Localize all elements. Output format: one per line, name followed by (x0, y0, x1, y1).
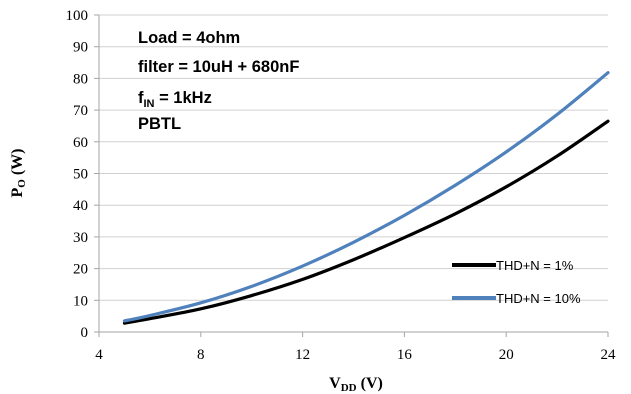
y-tick-label-50: 50 (73, 167, 88, 183)
x-tick-label-24: 24 (601, 347, 617, 363)
grid-lines (99, 14, 608, 333)
x-tick-label-20: 20 (499, 347, 514, 363)
axes (94, 14, 609, 337)
series-line-thd-1pct (122, 119, 610, 325)
annotation-frequency: fIN = 1kHz (138, 89, 212, 110)
annotation-pbtl: PBTL (138, 115, 181, 133)
x-axis-title: VDD (V) (329, 375, 383, 394)
y-tick-label-30: 30 (73, 230, 88, 246)
y-tick-label-0: 0 (81, 325, 89, 341)
x-tick-label-8: 8 (197, 347, 205, 363)
legend-label-1pct: THD+N = 1% (496, 258, 574, 273)
series-lines (122, 71, 610, 325)
x-tick-label-12: 12 (295, 347, 310, 363)
annotation-filter: filter = 10uH + 680nF (138, 58, 299, 76)
y-tick-label-10: 10 (73, 293, 88, 309)
y-tick-label-60: 60 (73, 135, 88, 151)
annotation-block: Load = 4ohm filter = 10uH + 680nF fIN = … (138, 29, 299, 133)
y-tick-label-100: 100 (66, 8, 89, 24)
y-tick-label-20: 20 (73, 262, 88, 278)
y-tick-label-80: 80 (73, 71, 88, 87)
y-tick-label-90: 90 (73, 40, 88, 56)
tick-labels: 0 10 20 30 40 50 60 70 80 90 100 4 8 12 16 20 24 (66, 8, 617, 363)
x-tick-label-16: 16 (397, 347, 413, 363)
y-tick-label-40: 40 (73, 198, 88, 214)
annotation-load: Load = 4ohm (138, 29, 240, 47)
y-tick-label-70: 70 (73, 103, 88, 119)
legend: THD+N = 1% THD+N = 10% (452, 258, 581, 306)
x-tick-label-4: 4 (95, 347, 103, 363)
y-axis-title: PO (W) (9, 149, 28, 198)
legend-label-10pct: THD+N = 10% (496, 291, 581, 306)
series-line-thd-10pct (122, 71, 610, 323)
